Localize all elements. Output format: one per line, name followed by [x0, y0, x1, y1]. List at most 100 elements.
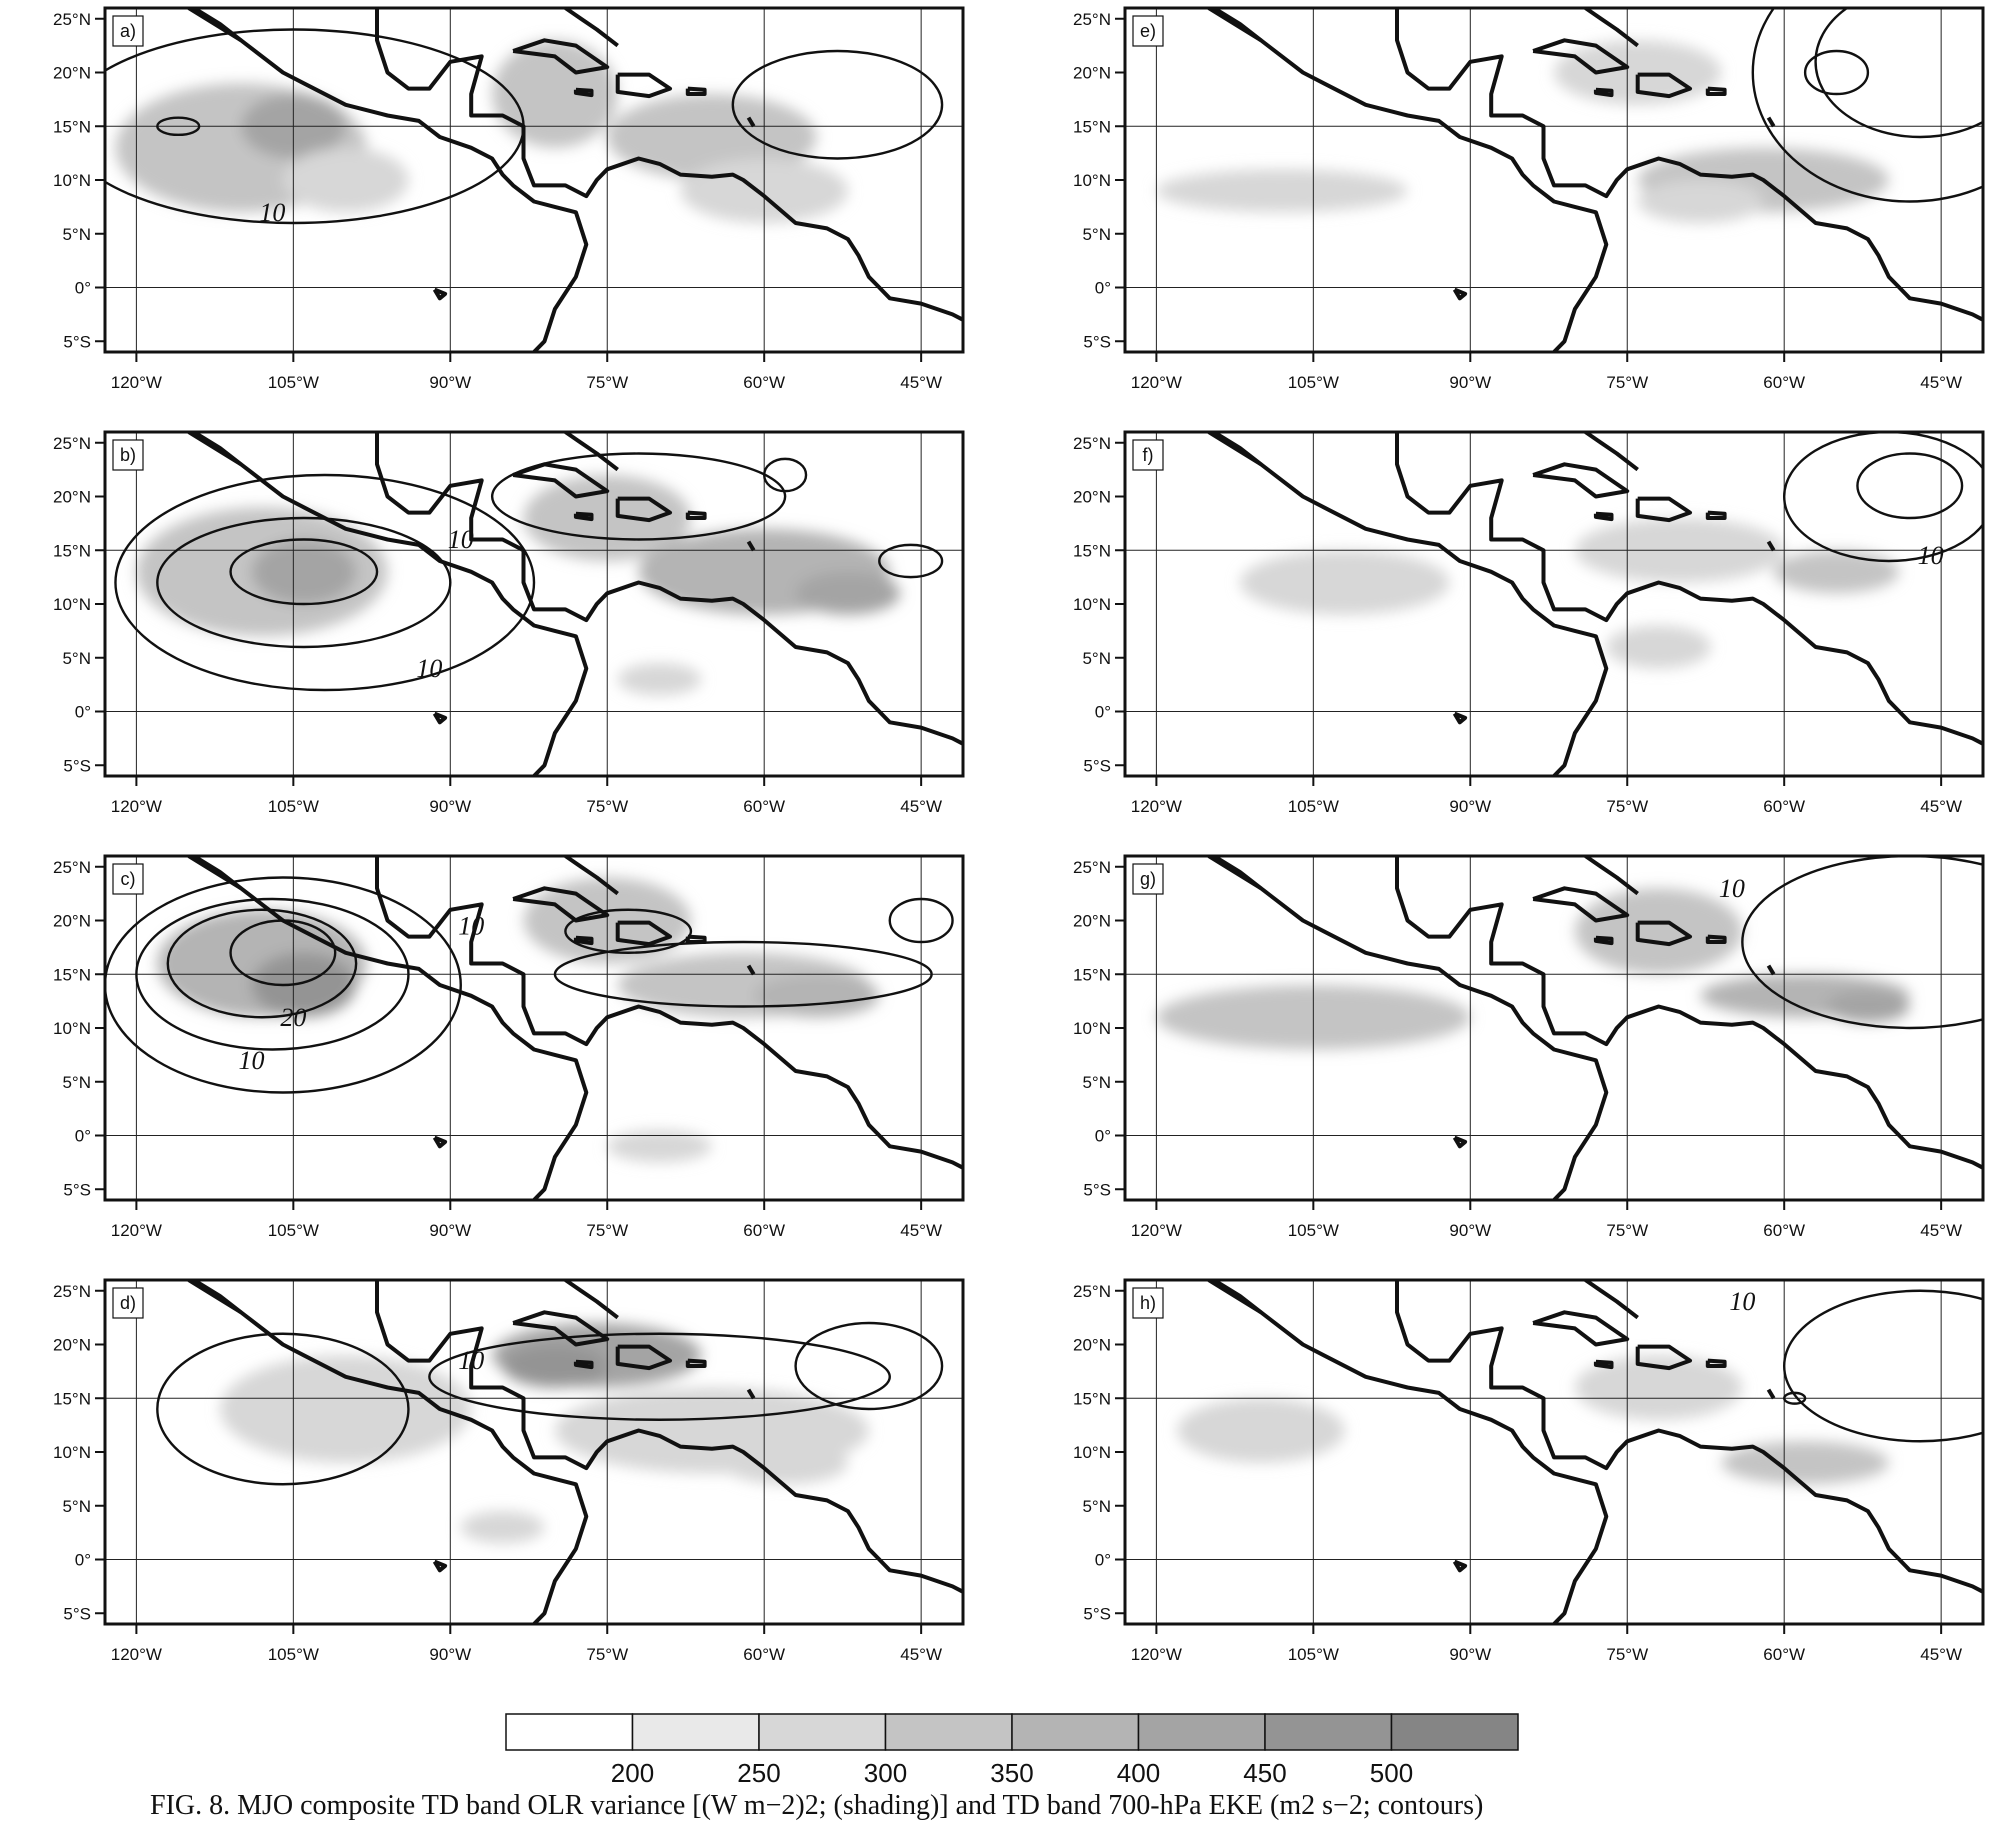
lat-tick-label: 0° [1095, 703, 1111, 722]
coastline [375, 856, 963, 1170]
coastline [1395, 8, 1983, 322]
lat-tick-label: 15°N [1073, 541, 1111, 560]
contour-label: 10 [458, 1346, 484, 1375]
eke-contour [1783, 432, 1983, 563]
coastline [1212, 856, 1263, 890]
coastline [1635, 72, 1692, 99]
lon-tick-label: 75°W [1606, 1221, 1648, 1240]
lon-tick-label: 120°W [111, 797, 162, 816]
panels-group: 10 a) 25°N 20°N 15°N 10°N 5°N 0° 5°S 120°W 105°W 90… [53, 6, 1985, 1664]
coastline [1705, 510, 1727, 520]
eke-contour [156, 1332, 410, 1486]
eke-contour [878, 543, 944, 579]
map-panel-g: 10 g) 25°N 20°N 15°N 10°N 5°N 0° 5°S 120°W 105°W 90… [1073, 854, 1985, 1240]
lat-tick-label: 0° [1095, 1127, 1111, 1146]
svg-text:c): c) [121, 869, 136, 889]
colorbar-tick-label: 400 [1117, 1758, 1160, 1788]
lat-tick-label: 0° [1095, 279, 1111, 298]
lat-tick-label: 0° [75, 1551, 91, 1570]
lon-tick-label: 75°W [1606, 1645, 1648, 1664]
map-area: 10 [105, 1280, 963, 1624]
coastline [432, 711, 448, 725]
lat-tick-label: 15°N [53, 117, 91, 136]
lat-tick-label: 15°N [53, 965, 91, 984]
eke-contour [1783, 1289, 1983, 1443]
map-panel-b: 10 10 b) 25°N 20°N 15°N 10°N 5°N 0° 5°S 120°W 105°W… [53, 430, 965, 816]
lon-tick-label: 120°W [111, 1221, 162, 1240]
panel-label: a) [112, 15, 144, 47]
colorbar: 200 250 300 350 400 450 500 [505, 1713, 1519, 1788]
lon-tick-label: 45°W [900, 373, 942, 392]
eke-contour [762, 457, 808, 493]
lon-tick-label: 90°W [1449, 797, 1491, 816]
coastline [1532, 1310, 1630, 1347]
lon-tick-label: 45°W [900, 1645, 942, 1664]
coastline [512, 1310, 610, 1347]
lon-tick-label: 45°W [1920, 1645, 1962, 1664]
coastline [746, 1388, 756, 1400]
lon-tick-label: 90°W [1449, 373, 1491, 392]
eke-contour [1814, 8, 1983, 139]
map-area: 10 [105, 8, 963, 352]
eke-contour [114, 473, 536, 692]
shading-blob [282, 147, 409, 213]
eke-contour [156, 516, 452, 649]
lat-tick-label: 0° [75, 703, 91, 722]
lon-tick-label: 120°W [1131, 1645, 1182, 1664]
lon-tick-label: 60°W [1763, 797, 1805, 816]
lat-tick-label: 5°N [62, 1073, 91, 1092]
svg-text:g): g) [1140, 869, 1156, 889]
map-panel-a: 10 a) 25°N 20°N 15°N 10°N 5°N 0° 5°S 120°W 105°W 90… [53, 6, 965, 392]
coastline [1635, 1344, 1692, 1371]
coastline [192, 856, 243, 890]
eke-contour [105, 28, 525, 225]
panel-label: h) [1132, 1287, 1164, 1319]
shading-blob [607, 1130, 712, 1163]
coastline [564, 8, 619, 48]
shading-blob [1156, 169, 1408, 213]
coastline [615, 1344, 672, 1371]
coastline [573, 511, 594, 522]
lon-tick-label: 90°W [429, 1221, 471, 1240]
shading-blob [1826, 990, 1910, 1023]
lon-tick-label: 75°W [586, 1645, 628, 1664]
colorbar-tick-label: 350 [990, 1758, 1033, 1788]
shading-blob [460, 1511, 545, 1544]
contour-label: 10 [1719, 874, 1745, 903]
coastline [187, 856, 589, 1200]
lat-tick-label: 5°S [1083, 1180, 1111, 1199]
lon-tick-label: 120°W [1131, 373, 1182, 392]
coastline [187, 8, 589, 352]
lat-tick-label: 5°N [1082, 225, 1111, 244]
lon-tick-label: 105°W [268, 373, 319, 392]
lat-tick-label: 25°N [1073, 434, 1111, 453]
coastline [746, 116, 756, 128]
lat-tick-label: 15°N [53, 1389, 91, 1408]
eke-contour [794, 1321, 944, 1411]
colorbar-swatch [631, 1713, 760, 1751]
lat-tick-label: 20°N [1073, 64, 1111, 83]
shading-blob [617, 663, 702, 696]
lat-tick-label: 0° [75, 1127, 91, 1146]
lat-tick-label: 5°S [63, 1180, 91, 1199]
lon-tick-label: 60°W [743, 797, 785, 816]
lon-tick-label: 105°W [268, 797, 319, 816]
svg-text:f): f) [1143, 445, 1154, 465]
lon-tick-label: 75°W [1606, 373, 1648, 392]
map-area: 10 [1125, 856, 1983, 1200]
coastline [1452, 711, 1468, 725]
lon-tick-label: 105°W [268, 1645, 319, 1664]
eke-contour [166, 908, 358, 1019]
olr-shading [220, 1323, 869, 1544]
coastline [375, 1280, 963, 1594]
contour-label: 10 [1918, 541, 1944, 570]
lon-tick-label: 105°W [1288, 797, 1339, 816]
eke-contour [553, 940, 933, 1008]
panel-label: f) [1132, 439, 1164, 471]
lat-tick-label: 0° [1095, 1551, 1111, 1570]
lon-tick-label: 45°W [1920, 1221, 1962, 1240]
lon-tick-label: 105°W [1288, 373, 1339, 392]
shading-blob [1773, 550, 1900, 594]
coastline [432, 1135, 448, 1149]
lon-tick-label: 60°W [1763, 1645, 1805, 1664]
